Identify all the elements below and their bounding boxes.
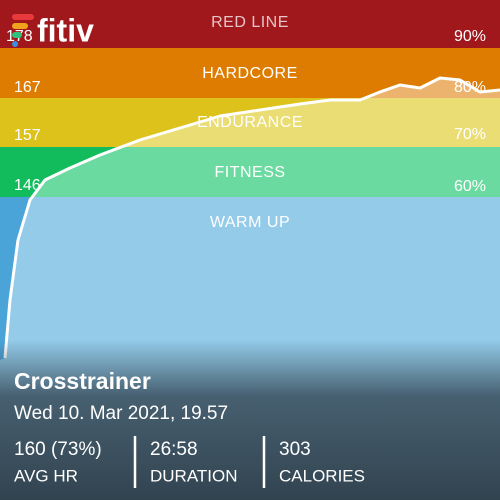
stat-value: 303 <box>279 439 311 460</box>
zone-percent: 60% <box>454 178 486 195</box>
logo: fitiv <box>12 12 94 48</box>
stat-label: AVG HR <box>14 466 78 485</box>
zone-name: RED LINE <box>211 14 289 31</box>
zone-bpm: 167 <box>14 79 41 96</box>
zone-percent: 70% <box>454 126 486 143</box>
stat-label: CALORIES <box>279 466 365 485</box>
stat-value: 26:58 <box>150 439 198 460</box>
band-red-line <box>0 0 500 48</box>
stat-value: 160 (73%) <box>14 439 102 460</box>
hr-line <box>3 76 500 359</box>
zone-name: WARM UP <box>210 214 290 231</box>
zone-percent: 90% <box>454 28 486 45</box>
zone-name: FITNESS <box>214 164 285 181</box>
zone-name: ENDURANCE <box>197 114 303 131</box>
zone-bpm: 146 <box>14 177 41 194</box>
workout-date: Wed 10. Mar 2021, 19.57 <box>14 403 228 424</box>
zone-percent: 80% <box>454 79 486 96</box>
workout-title: Crosstrainer <box>14 368 151 394</box>
logo-text: fitiv <box>37 12 94 48</box>
zone-bpm: 157 <box>14 127 41 144</box>
info-shade <box>0 340 500 500</box>
zone-name: HARDCORE <box>202 65 298 82</box>
stat-label: DURATION <box>150 466 238 485</box>
